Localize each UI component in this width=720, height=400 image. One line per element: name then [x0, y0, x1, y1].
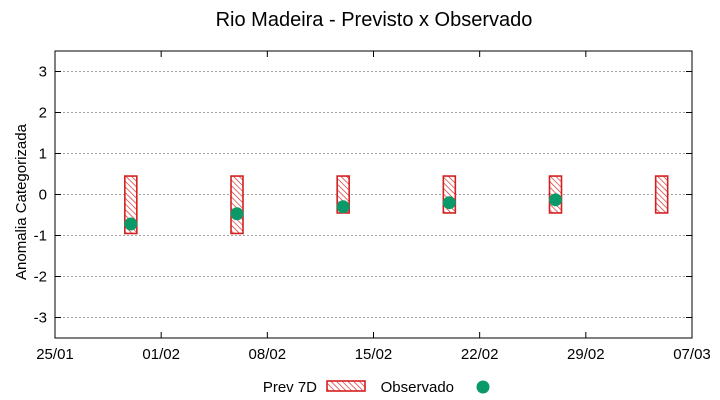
prev-7d-bar	[230, 175, 244, 235]
y-axis-label: Anomalia Categorizada	[13, 123, 30, 280]
y-tick-label: 2	[39, 105, 47, 122]
x-tick-label: 15/02	[355, 346, 393, 363]
grid-lines	[55, 71, 692, 318]
observado-point	[230, 207, 244, 221]
legend-label-prev-7d: Prev 7D	[263, 379, 317, 396]
x-axis-ticks: 25/01 01/02 08/02 15/02 22/02 29/02 07/03	[36, 51, 711, 363]
y-tick-label: -2	[34, 269, 47, 286]
y-tick-label: -1	[34, 228, 47, 245]
observado-point	[336, 200, 350, 214]
y-axis-ticks: 3 2 1 0 -1 -2 -3	[34, 64, 692, 327]
x-tick-label: 22/02	[461, 346, 499, 363]
prev-7d-bar	[654, 175, 669, 214]
x-tick-label: 29/02	[567, 346, 605, 363]
y-tick-label: 1	[39, 146, 47, 163]
legend: Prev 7D Observado	[263, 379, 490, 396]
chart-title: Rio Madeira - Previsto x Observado	[216, 9, 533, 31]
x-tick-label: 25/01	[36, 346, 74, 363]
y-tick-label: -3	[34, 310, 47, 327]
y-tick-label: 0	[39, 187, 47, 204]
observado-point	[124, 217, 138, 231]
x-tick-label: 01/02	[142, 346, 180, 363]
x-tick-label: 08/02	[249, 346, 287, 363]
observado-series	[124, 193, 562, 231]
observado-point	[442, 196, 456, 210]
legend-label-observado: Observado	[381, 379, 454, 396]
x-tick-label: 07/03	[673, 346, 711, 363]
prev-7d-series	[124, 175, 669, 235]
legend-swatch-observado	[476, 380, 490, 394]
y-tick-label: 3	[39, 64, 47, 81]
observado-point	[549, 193, 562, 207]
legend-swatch-prev-7d	[326, 380, 366, 392]
